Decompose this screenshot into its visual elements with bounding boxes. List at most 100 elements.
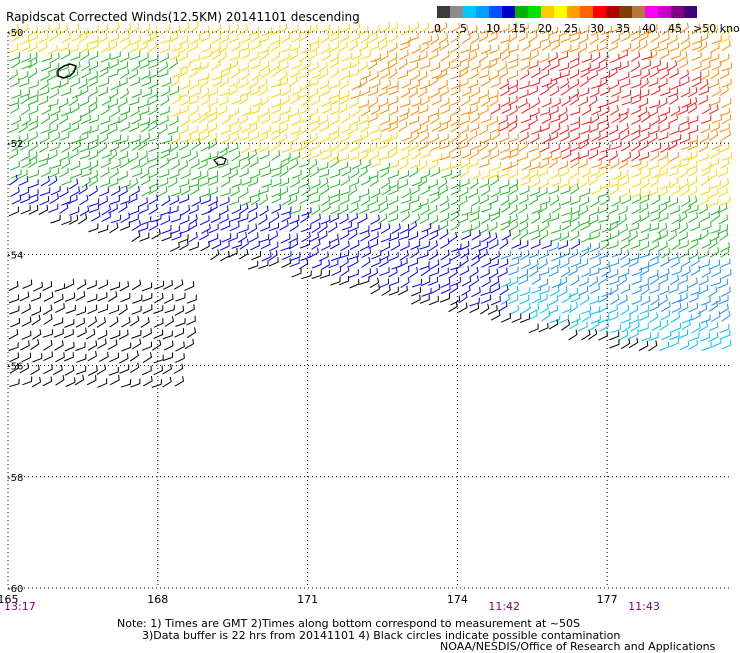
wind-barb — [310, 149, 321, 159]
wind-barb — [440, 238, 450, 249]
wind-barb — [288, 108, 299, 118]
wind-barb — [58, 113, 69, 125]
wind-barb — [320, 43, 331, 55]
wind-barb — [528, 323, 539, 334]
wind-barb — [175, 353, 185, 364]
wind-barb — [388, 32, 398, 43]
wind-barb — [608, 240, 619, 250]
wind-barb — [418, 229, 429, 241]
wind-barb — [428, 295, 439, 306]
wind-barb — [500, 43, 510, 55]
wind-barb — [420, 205, 430, 216]
chart-title: Rapidscat Corrected Winds(12.5KM) 201411… — [6, 10, 360, 24]
wind-barb — [448, 231, 458, 243]
wind-barb — [251, 251, 261, 261]
wind-barb — [648, 133, 658, 144]
wind-barb — [257, 78, 268, 89]
wind-barb — [450, 70, 461, 80]
wind-barb — [648, 222, 660, 232]
wind-barb — [21, 115, 31, 127]
wind-barb — [568, 249, 579, 259]
wind-barb — [620, 257, 631, 268]
wind-barb — [131, 35, 141, 46]
wind-barb — [140, 70, 151, 80]
wind-barb — [388, 169, 399, 179]
wind-barb — [271, 124, 281, 135]
wind-barb — [618, 107, 629, 117]
wind-barb — [428, 240, 438, 252]
wind-barb — [370, 158, 381, 168]
wind-barb — [219, 76, 230, 88]
wind-barb — [28, 115, 39, 126]
wind-barb — [378, 140, 389, 150]
wind-barb — [490, 283, 501, 294]
wind-barb — [100, 53, 111, 63]
wind-barb — [651, 320, 662, 331]
wind-barb — [119, 88, 129, 100]
wind-barb — [159, 169, 170, 178]
wind-barb — [701, 342, 712, 351]
wind-barb — [528, 249, 540, 259]
wind-barb — [358, 166, 368, 178]
wind-barb — [160, 86, 171, 97]
wind-barb — [20, 340, 30, 351]
wind-barb — [158, 124, 168, 135]
wind-barb — [358, 130, 369, 141]
wind-barb — [301, 270, 312, 280]
wind-barb — [329, 57, 340, 69]
wind-barb — [158, 61, 169, 73]
wind-barb — [388, 42, 398, 53]
wind-barb — [611, 248, 622, 258]
wind-barb — [541, 151, 553, 161]
wind-barb — [688, 302, 699, 313]
wind-barb — [669, 126, 680, 136]
wind-barb — [219, 87, 230, 97]
wind-barb — [670, 185, 681, 196]
wind-barb — [429, 159, 439, 170]
wind-barb — [548, 242, 559, 252]
wind-barb — [428, 249, 439, 261]
wind-barb — [541, 98, 552, 108]
wind-barb — [191, 87, 202, 98]
wind-barb — [69, 123, 79, 133]
wind-barb — [88, 150, 99, 161]
wind-barb — [76, 279, 87, 290]
wind-barb — [80, 49, 90, 61]
wind-barb — [591, 185, 602, 195]
wind-barb — [118, 202, 128, 213]
wind-barb — [171, 94, 182, 105]
wind-barb — [579, 246, 590, 258]
wind-barb — [601, 26, 612, 35]
wind-barb — [589, 87, 600, 98]
wind-barb — [620, 284, 631, 294]
wind-barb — [688, 212, 698, 223]
wind-barb — [280, 233, 291, 244]
wind-barb — [450, 115, 461, 127]
wind-barb — [609, 284, 619, 296]
wind-barb — [118, 329, 129, 340]
wind-barb — [261, 67, 271, 79]
wind-barb — [670, 22, 680, 34]
wind-barb — [641, 60, 651, 70]
wind-barb — [539, 33, 550, 43]
wind-barb — [218, 205, 229, 216]
wind-barb — [718, 224, 729, 235]
wind-barb — [508, 204, 518, 216]
wind-barb — [200, 32, 211, 42]
wind-barb — [481, 258, 491, 268]
wind-barb — [347, 185, 358, 196]
wind-barb — [97, 292, 108, 302]
wind-barb — [78, 85, 89, 96]
wind-barb — [559, 77, 570, 89]
wind-barb — [110, 185, 121, 197]
wind-barb — [88, 365, 98, 376]
wind-barb — [110, 330, 121, 340]
wind-barb — [138, 197, 148, 208]
wind-barb — [569, 116, 581, 126]
wind-barb — [218, 96, 229, 106]
wind-barb — [370, 188, 381, 199]
wind-barb — [388, 160, 399, 169]
wind-barb — [631, 115, 641, 125]
wind-barb — [329, 213, 339, 223]
wind-barb — [450, 131, 460, 143]
